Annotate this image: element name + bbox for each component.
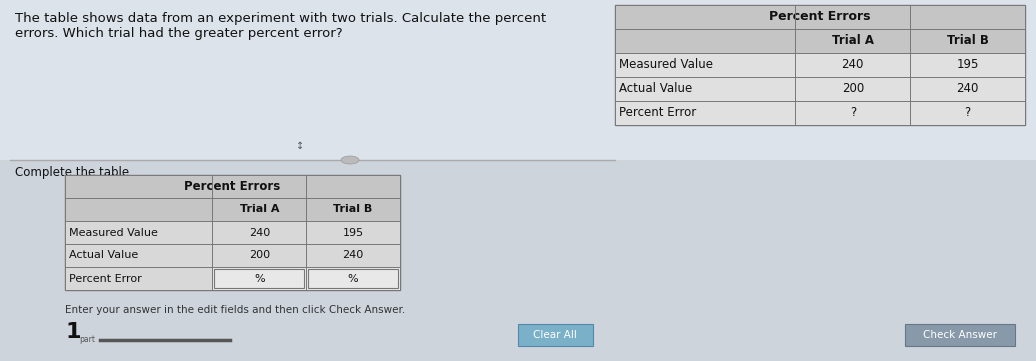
Text: %: %: [254, 274, 264, 283]
Text: 200: 200: [841, 83, 864, 96]
Text: 240: 240: [956, 83, 979, 96]
Text: %: %: [348, 274, 358, 283]
Bar: [615, 53, 796, 77]
Bar: [214, 269, 305, 288]
Text: Trial A: Trial A: [832, 35, 873, 48]
Bar: [615, 5, 1025, 125]
Bar: [212, 244, 307, 267]
Bar: [65, 267, 212, 290]
Text: part: part: [79, 335, 95, 344]
Text: Check Answer: Check Answer: [923, 330, 997, 340]
Text: 195: 195: [956, 58, 979, 71]
Bar: [65, 175, 400, 198]
Text: 200: 200: [249, 251, 269, 261]
Text: Measured Value: Measured Value: [69, 227, 157, 238]
Text: Measured Value: Measured Value: [618, 58, 713, 71]
Bar: [905, 324, 1015, 346]
Bar: [65, 221, 212, 244]
Bar: [0, 0, 1036, 160]
Text: ↕: ↕: [296, 141, 304, 151]
Text: 240: 240: [343, 251, 364, 261]
Bar: [911, 53, 1025, 77]
Text: Percent Error: Percent Error: [69, 274, 142, 283]
Bar: [615, 5, 1025, 29]
Text: Actual Value: Actual Value: [618, 83, 692, 96]
Bar: [615, 29, 796, 53]
Bar: [212, 221, 307, 244]
Text: Complete the table.: Complete the table.: [15, 166, 133, 179]
Bar: [615, 77, 796, 101]
Text: 195: 195: [343, 227, 364, 238]
Text: Enter your answer in the edit fields and then click Check Answer.: Enter your answer in the edit fields and…: [65, 305, 405, 315]
Text: Clear All: Clear All: [534, 330, 577, 340]
Text: Percent Errors: Percent Errors: [184, 180, 281, 193]
Bar: [308, 269, 398, 288]
Text: Trial B: Trial B: [947, 35, 988, 48]
Bar: [518, 324, 593, 346]
Bar: [911, 101, 1025, 125]
Text: The table shows data from an experiment with two trials. Calculate the percent
e: The table shows data from an experiment …: [15, 12, 546, 40]
Bar: [212, 267, 307, 290]
Bar: [911, 77, 1025, 101]
Text: Percent Errors: Percent Errors: [770, 10, 870, 23]
Bar: [796, 101, 911, 125]
Text: 240: 240: [249, 227, 270, 238]
Bar: [615, 101, 796, 125]
Bar: [212, 198, 307, 221]
Text: ?: ?: [850, 106, 856, 119]
Text: 1: 1: [65, 322, 81, 342]
Bar: [796, 77, 911, 101]
Bar: [911, 29, 1025, 53]
Text: Trial B: Trial B: [334, 204, 373, 214]
Bar: [796, 53, 911, 77]
Bar: [65, 198, 212, 221]
Text: Percent Error: Percent Error: [618, 106, 696, 119]
Bar: [307, 267, 400, 290]
Bar: [307, 244, 400, 267]
Bar: [65, 175, 400, 290]
Bar: [796, 29, 911, 53]
Text: Trial A: Trial A: [239, 204, 279, 214]
Text: 240: 240: [841, 58, 864, 71]
Bar: [0, 160, 1036, 361]
Text: ?: ?: [965, 106, 971, 119]
Bar: [307, 221, 400, 244]
Ellipse shape: [341, 156, 359, 164]
Text: Actual Value: Actual Value: [69, 251, 138, 261]
Bar: [65, 244, 212, 267]
Bar: [307, 198, 400, 221]
